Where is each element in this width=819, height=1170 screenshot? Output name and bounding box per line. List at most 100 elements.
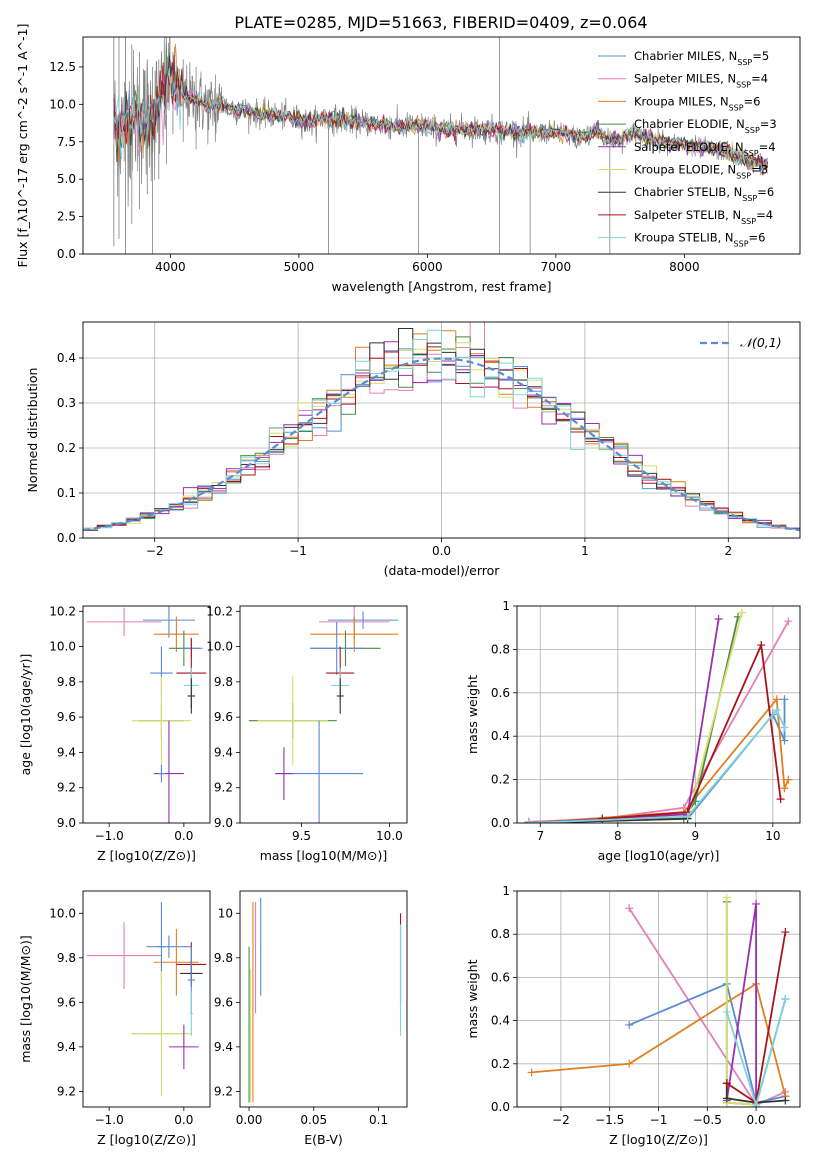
y-tick-label: 0.8 xyxy=(491,642,510,656)
y-axis-label: Flux [f_λ10^-17 erg cm^-2 s^-1 A^-1] xyxy=(15,24,30,268)
y-tick-label: 12.5 xyxy=(49,60,76,74)
data-point xyxy=(190,695,192,697)
weight-line-1 xyxy=(628,982,786,1104)
y-tick-label: 0.0 xyxy=(491,1100,510,1114)
data-point xyxy=(160,1032,163,1035)
x-tick-label: 0.05 xyxy=(300,1113,327,1127)
weight-marker xyxy=(598,814,607,823)
residual-histogram-panel: −2 −1 0.0 1 2 0.0 0.1 0.2 0.3 0.4 (data-model)/err… xyxy=(25,321,801,578)
weight-marker xyxy=(737,608,746,617)
x-tick-label: 2 xyxy=(724,544,732,558)
y-tick-label: 9.6 xyxy=(214,995,233,1009)
x-tick-label: 9.5 xyxy=(292,829,311,843)
weight-marker xyxy=(784,775,793,784)
weight-marker xyxy=(625,1020,634,1029)
legend-count: =3 xyxy=(760,117,777,131)
y-tick-label: 0.0 xyxy=(57,531,76,545)
x-tick-label: −2 xyxy=(552,1113,570,1127)
weight-marker xyxy=(772,695,781,704)
legend-entry: Chabrier STELIB, NSSP=6 xyxy=(634,185,774,203)
y-axis-label: mass [log10(M/M⊙)] xyxy=(18,935,33,1063)
axes-frame xyxy=(82,321,801,539)
weight-marker xyxy=(776,795,785,804)
data-point xyxy=(292,720,294,722)
y-tick-label: 0.6 xyxy=(491,686,510,700)
y-tick-label: 9.4 xyxy=(57,745,76,759)
legend-subscript: SSP xyxy=(729,103,744,112)
x-tick-label: −1.0 xyxy=(95,829,124,843)
x-axis-label: wavelength [Angstrom, rest frame] xyxy=(331,279,551,294)
plot-area xyxy=(113,37,768,254)
x-tick-label: 7000 xyxy=(541,260,572,274)
weight-line-1 xyxy=(528,620,790,823)
weight-marker xyxy=(781,995,790,1003)
y-tick-label: 9.2 xyxy=(214,781,233,795)
legend-entry: Chabrier ELODIE, NSSP=3 xyxy=(634,117,777,135)
age-vs-metallicity-panel: −1.0 0.0 9.0 9.2 9.4 9.6 9.8 10.0 10.2 Z [log10(Z… xyxy=(18,604,211,863)
legend-subscript: SSP xyxy=(744,148,759,157)
y-tick-label: 0.2 xyxy=(491,773,510,787)
data-point xyxy=(168,773,170,775)
legend-subscript: SSP xyxy=(742,194,757,203)
legend-count: =4 xyxy=(759,140,776,154)
weight-line-6 xyxy=(725,1083,786,1104)
data-point xyxy=(123,954,125,957)
data-point xyxy=(399,979,402,981)
x-tick-label: 5000 xyxy=(284,260,315,274)
y-tick-label: 0.8 xyxy=(491,927,510,941)
plot-area xyxy=(248,606,399,823)
legend-subscript: SSP xyxy=(745,126,760,135)
legend-subscript: SSP xyxy=(734,239,749,248)
data-point xyxy=(175,633,177,635)
data-point xyxy=(283,773,285,775)
axes-frame xyxy=(82,890,211,1108)
y-tick-label: 9.2 xyxy=(57,1084,76,1098)
y-tick-label: 9.4 xyxy=(214,1040,233,1054)
legend-entry: Salpeter STELIB, NSSP=4 xyxy=(634,208,773,226)
weight-line-7 xyxy=(602,641,782,820)
data-point xyxy=(183,1046,185,1048)
mass-weight-vs-age-panel: 7 8 9 10 0.0 0.2 0.4 0.6 0.8 1 age [log10(age/yr)]… xyxy=(465,599,801,863)
weight-marker xyxy=(780,695,789,704)
y-tick-label: 0.3 xyxy=(57,396,76,410)
histogram-step-8 xyxy=(83,329,800,531)
x-tick-label: 10.0 xyxy=(376,829,403,843)
y-tick-label: 10.0 xyxy=(49,906,76,920)
legend-subscript: SSP xyxy=(736,171,751,180)
x-tick-label: 6000 xyxy=(412,260,443,274)
mass-vs-metallicity-panel: −1.0 0.0 9.2 9.4 9.6 9.8 10.0 Z [log10(Z/Z⊙)] ma… xyxy=(18,890,211,1147)
legend-entry: Chabrier MILES, NSSP=5 xyxy=(634,49,769,67)
x-tick-label: −1.5 xyxy=(595,1113,624,1127)
legend-entry: 𝒩(0,1) xyxy=(740,335,782,350)
x-axis-label: E(B-V) xyxy=(304,1132,343,1147)
y-tick-label: 7.5 xyxy=(57,135,76,149)
weight-marker xyxy=(625,1059,634,1068)
y-tick-label: 10.0 xyxy=(206,640,233,654)
weight-marker xyxy=(714,615,723,624)
y-tick-label: 0.1 xyxy=(57,486,76,500)
axes-frame xyxy=(82,36,801,255)
weight-marker xyxy=(722,1007,731,1016)
y-axis-label: Normed distribution xyxy=(25,368,40,493)
data-point xyxy=(168,619,170,621)
weight-marker xyxy=(784,617,793,626)
weight-marker xyxy=(752,899,761,908)
x-axis-label: age [log10(age/yr)] xyxy=(598,848,720,863)
x-tick-label: 0.0 xyxy=(432,544,451,558)
y-tick-label: 0.4 xyxy=(491,729,510,743)
normal-reference-curve xyxy=(83,357,800,532)
model-spectrum-6 xyxy=(113,55,768,172)
axes-frame xyxy=(239,605,408,824)
mass-vs-extinction-panel: 0.00 0.05 0.1 9.2 9.4 9.6 9.8 10 E(B-V) xyxy=(214,890,408,1147)
legend-subscript: SSP xyxy=(737,58,752,67)
weight-marker xyxy=(781,928,790,937)
data-point xyxy=(160,720,163,722)
weight-marker xyxy=(722,1094,731,1103)
plot-area xyxy=(248,897,402,1103)
y-tick-label: 10 xyxy=(218,906,233,920)
y-tick-label: 0.4 xyxy=(491,1014,510,1028)
figure-title: PLATE=0285, MJD=51663, FIBERID=0409, z=0… xyxy=(234,13,647,32)
weight-marker xyxy=(780,736,789,745)
x-axis-label: mass [log10(M/M⊙)] xyxy=(260,848,388,863)
legend-subscript: SSP xyxy=(736,80,751,89)
